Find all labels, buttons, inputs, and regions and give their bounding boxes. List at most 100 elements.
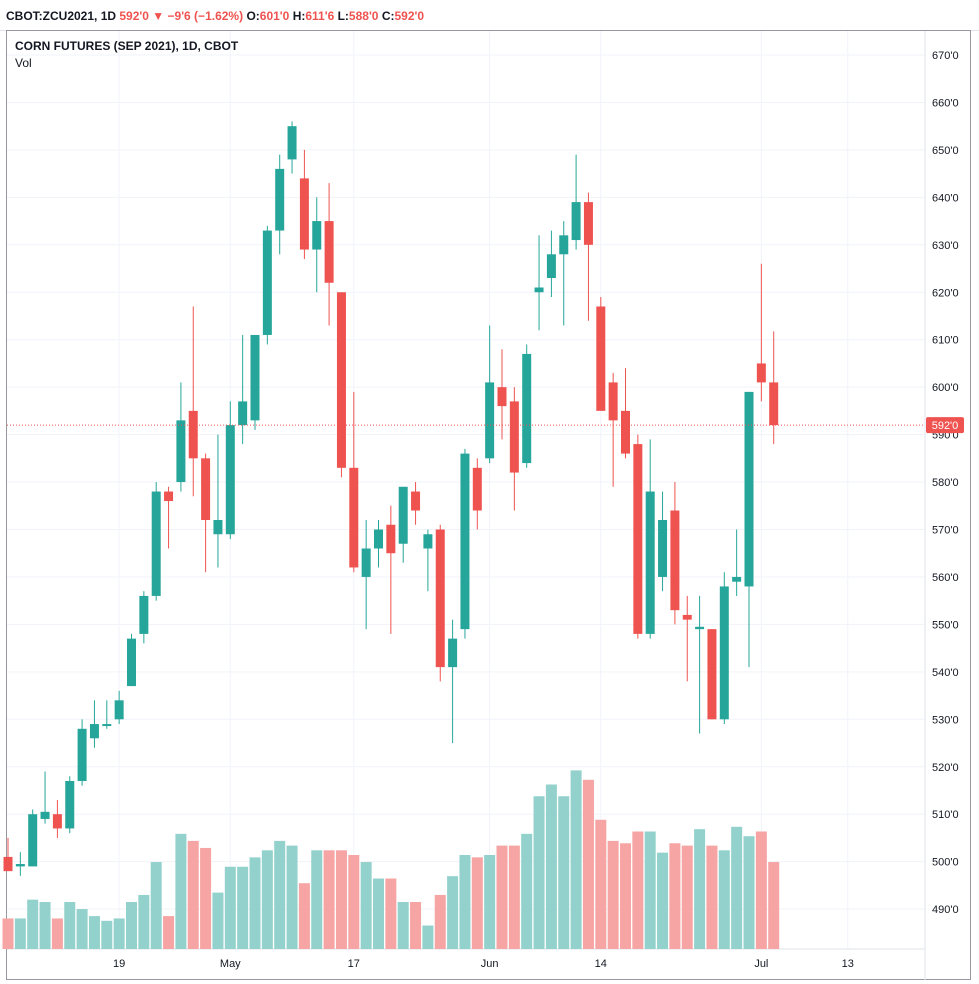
candle <box>756 263 766 402</box>
candles <box>3 121 779 876</box>
candle <box>621 368 630 459</box>
candle-body <box>398 486 408 544</box>
last-price: 592'0 <box>119 8 149 23</box>
candle-body <box>682 614 692 620</box>
candle <box>225 401 235 539</box>
candle-body <box>77 728 87 781</box>
candle-body <box>732 576 742 582</box>
candle <box>299 149 309 260</box>
candle-body <box>695 626 705 630</box>
volume-bar <box>410 902 422 949</box>
volume-bar <box>620 843 631 949</box>
chart-title: CORN FUTURES (SEP 2021), 1D, CBOT <box>15 39 239 53</box>
volume-bar <box>360 862 372 949</box>
candle-body <box>361 548 371 577</box>
down-arrow-icon: ▼ <box>152 8 165 23</box>
candle-body <box>40 811 50 819</box>
price-tick-label: 580'0 <box>932 477 959 489</box>
candle-body <box>349 467 359 568</box>
candle <box>374 520 383 568</box>
volume-bar <box>14 918 26 949</box>
candle-body <box>719 586 729 720</box>
candle-body <box>262 230 272 335</box>
volume-bar <box>212 892 224 949</box>
chart-legend: CORN FUTURES (SEP 2021), 1D, CBOT Vol <box>15 38 238 72</box>
volume-bar <box>150 862 162 949</box>
volume-bar <box>237 866 249 949</box>
volume-bars <box>2 770 780 949</box>
candle-body <box>534 287 544 293</box>
chart-panel[interactable] <box>6 30 971 980</box>
low-label: L: <box>337 8 349 23</box>
volume-bar <box>706 845 718 949</box>
close-label: C: <box>381 8 395 23</box>
candle <box>411 482 421 525</box>
volume-bar <box>200 847 212 949</box>
volume-bar <box>718 850 730 949</box>
candle-body <box>386 524 396 554</box>
time-tick-label: Jul <box>754 958 768 970</box>
volume-bar <box>397 902 409 949</box>
price-tick-label: 520'0 <box>932 762 959 774</box>
symbol-header: CBOT:ZCU2021, 1D 592'0 ▼ −9'6 (−1.62%) O… <box>0 0 979 31</box>
volume-bar <box>768 862 780 949</box>
candle <box>534 235 544 331</box>
volume-bar <box>558 796 570 949</box>
price-tick-label: 570'0 <box>932 525 959 537</box>
candle-body <box>744 391 754 587</box>
candle <box>744 391 754 668</box>
volume-bar <box>521 833 533 949</box>
candle-body <box>336 292 346 468</box>
time-tick-label: 13 <box>842 958 854 970</box>
candle-body <box>28 814 38 867</box>
volume-bar <box>644 831 656 949</box>
volume-bar <box>88 916 100 949</box>
candle <box>114 690 124 725</box>
volume-bar <box>484 855 496 949</box>
candle <box>682 595 692 682</box>
volume-bar <box>274 840 286 949</box>
candle <box>151 482 161 601</box>
price-tick-label: 530'0 <box>932 714 959 726</box>
price-tick-label: 650'0 <box>932 145 959 157</box>
volume-bar <box>471 857 483 949</box>
candle <box>102 700 112 729</box>
candle-body <box>435 529 445 668</box>
candle <box>497 349 507 440</box>
candle-body <box>411 491 421 511</box>
volume-bar <box>261 850 273 949</box>
volume-bar <box>731 826 743 949</box>
volume-bar <box>373 878 384 949</box>
high-label: H: <box>292 8 306 23</box>
candle <box>361 520 371 630</box>
candle-body <box>460 453 470 630</box>
candle-body <box>225 425 235 535</box>
volume-bar <box>755 831 767 949</box>
volume-bar <box>570 770 582 949</box>
candle <box>645 439 655 639</box>
price-tick-label: 640'0 <box>932 192 959 204</box>
candle-body <box>670 510 680 611</box>
price-change: −9'6 (−1.62%) <box>167 8 244 23</box>
candle-body <box>633 444 643 634</box>
candle-body <box>559 235 569 255</box>
high-value: 611'6 <box>305 8 335 23</box>
candle-body <box>114 700 124 720</box>
candle <box>65 776 75 834</box>
volume-bar <box>2 918 14 949</box>
candle <box>213 434 223 568</box>
candle-body <box>497 387 507 407</box>
price-axis: 670'0 660'0 650'0 640'0 630'0 620'0 610'0 600'0… <box>932 50 959 916</box>
candle <box>583 192 593 321</box>
candle-body <box>645 491 655 634</box>
candle <box>398 486 408 563</box>
candle-body <box>571 202 581 241</box>
candle-body <box>374 529 383 549</box>
candle-body <box>621 410 630 454</box>
candle <box>15 852 25 876</box>
candle <box>448 619 458 744</box>
candle <box>719 572 729 725</box>
candle-body <box>522 353 532 464</box>
candle-body <box>139 595 149 634</box>
